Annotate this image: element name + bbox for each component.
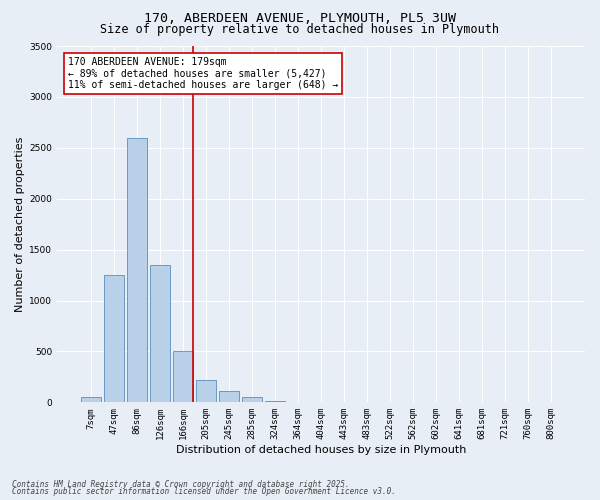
Bar bbox=[196, 380, 215, 402]
Bar bbox=[127, 138, 146, 402]
Bar bbox=[265, 400, 285, 402]
Text: 170, ABERDEEN AVENUE, PLYMOUTH, PL5 3UW: 170, ABERDEEN AVENUE, PLYMOUTH, PL5 3UW bbox=[144, 12, 456, 26]
Text: Contains public sector information licensed under the Open Government Licence v3: Contains public sector information licen… bbox=[12, 487, 396, 496]
Bar bbox=[104, 275, 124, 402]
Text: Contains HM Land Registry data © Crown copyright and database right 2025.: Contains HM Land Registry data © Crown c… bbox=[12, 480, 350, 489]
Y-axis label: Number of detached properties: Number of detached properties bbox=[15, 136, 25, 312]
Bar bbox=[150, 265, 170, 402]
Bar bbox=[242, 397, 262, 402]
Bar bbox=[219, 391, 239, 402]
Text: Size of property relative to detached houses in Plymouth: Size of property relative to detached ho… bbox=[101, 22, 499, 36]
Text: 170 ABERDEEN AVENUE: 179sqm
← 89% of detached houses are smaller (5,427)
11% of : 170 ABERDEEN AVENUE: 179sqm ← 89% of det… bbox=[68, 56, 338, 90]
X-axis label: Distribution of detached houses by size in Plymouth: Distribution of detached houses by size … bbox=[176, 445, 466, 455]
Bar bbox=[81, 396, 101, 402]
Bar bbox=[173, 352, 193, 403]
